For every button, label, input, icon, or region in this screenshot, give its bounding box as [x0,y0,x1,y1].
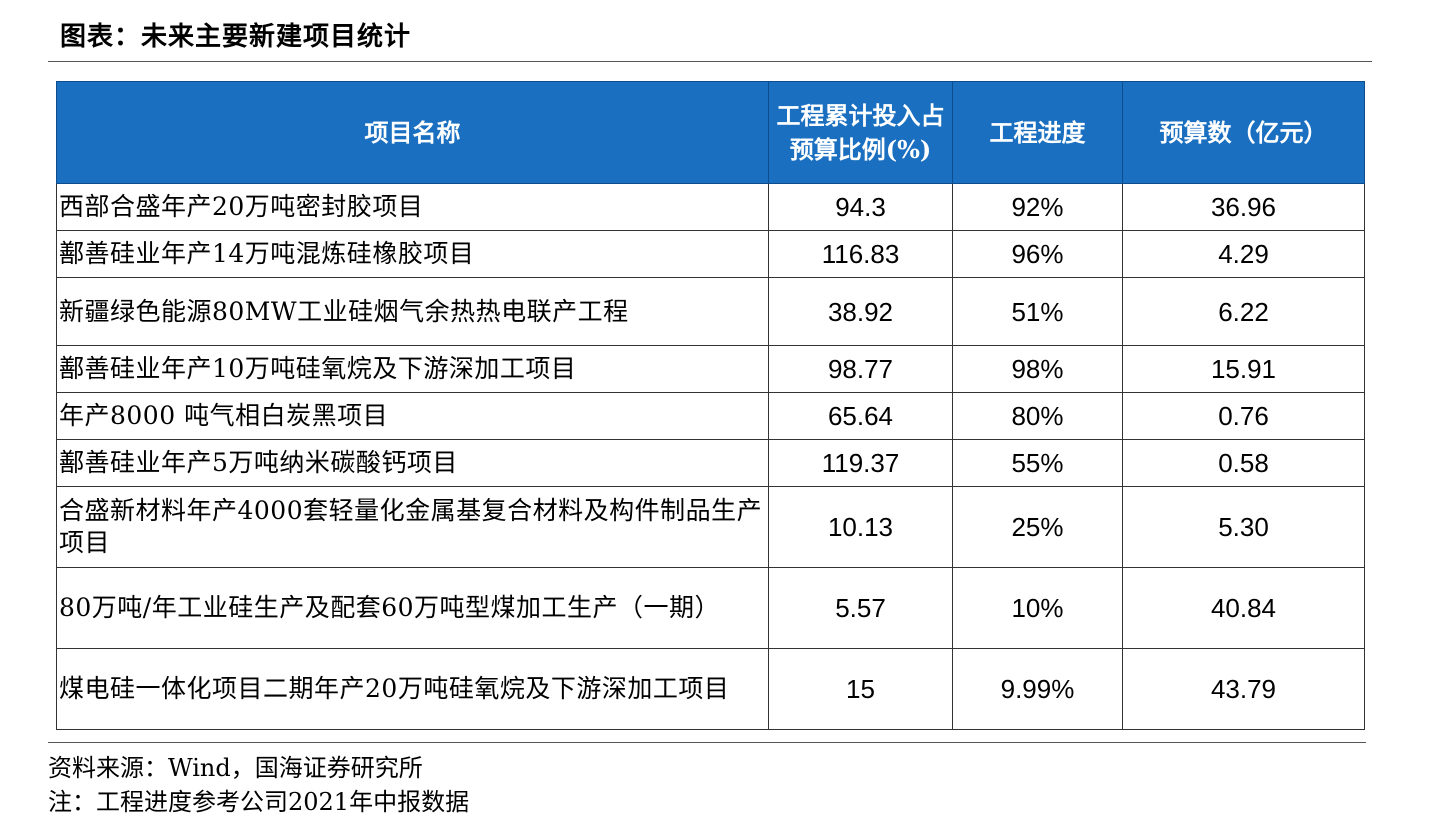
project-name-cell: 鄯善硅业年产10万吨硅氧烷及下游深加工项目 [56,345,769,393]
project-name-cell: 鄯善硅业年产5万吨纳米碳酸钙项目 [56,439,769,487]
title-divider [48,61,1372,62]
ratio-cell: 98.77 [768,345,953,393]
budget-cell: 0.58 [1122,439,1365,487]
header-progress: 工程进度 [952,81,1123,184]
table-row: 鄯善硅业年产14万吨混炼硅橡胶项目 116.83 96% 4.29 [56,230,1365,278]
source-note: 资料来源：Wind，国海证券研究所 [48,754,423,782]
ratio-cell: 15 [768,648,953,730]
project-name-cell: 新疆绿色能源80MW工业硅烟气余热热电联产工程 [56,277,769,346]
ratio-cell: 94.3 [768,183,953,231]
budget-cell: 36.96 [1122,183,1365,231]
project-name-cell: 合盛新材料年产4000套轻量化金属基复合材料及构件制品生产项目 [56,486,769,568]
project-name-cell: 80万吨/年工业硅生产及配套60万吨型煤加工生产（一期） [56,567,769,649]
ratio-cell: 10.13 [768,486,953,568]
budget-cell: 40.84 [1122,567,1365,649]
header-investment-ratio: 工程累计投入占预算比例(%) [768,81,953,184]
table-row: 鄯善硅业年产5万吨纳米碳酸钙项目 119.37 55% 0.58 [56,439,1365,487]
ratio-cell: 119.37 [768,439,953,487]
ratio-cell: 38.92 [768,277,953,346]
project-name-cell: 鄯善硅业年产14万吨混炼硅橡胶项目 [56,230,769,278]
footnote: 注：工程进度参考公司2021年中报数据 [48,788,470,816]
table-row: 西部合盛年产20万吨密封胶项目 94.3 92% 36.96 [56,183,1365,231]
progress-cell: 80% [952,392,1123,440]
table-header-row: 项目名称 工程累计投入占预算比例(%) 工程进度 预算数（亿元） [56,81,1365,184]
projects-table: 项目名称 工程累计投入占预算比例(%) 工程进度 预算数（亿元） 西部合盛年产2… [56,81,1365,730]
project-name-cell: 煤电硅一体化项目二期年产20万吨硅氧烷及下游深加工项目 [56,648,769,730]
progress-cell: 96% [952,230,1123,278]
budget-cell: 15.91 [1122,345,1365,393]
progress-cell: 25% [952,486,1123,568]
budget-cell: 0.76 [1122,392,1365,440]
progress-cell: 55% [952,439,1123,487]
footer-divider [48,742,1366,743]
budget-cell: 43.79 [1122,648,1365,730]
page-title: 图表：未来主要新建项目统计 [60,22,412,52]
progress-cell: 92% [952,183,1123,231]
table-row: 鄯善硅业年产10万吨硅氧烷及下游深加工项目 98.77 98% 15.91 [56,345,1365,393]
table-row: 合盛新材料年产4000套轻量化金属基复合材料及构件制品生产项目 10.13 25… [56,486,1365,568]
budget-cell: 6.22 [1122,277,1365,346]
ratio-cell: 65.64 [768,392,953,440]
project-name-cell: 年产8000 吨气相白炭黑项目 [56,392,769,440]
table-row: 新疆绿色能源80MW工业硅烟气余热热电联产工程 38.92 51% 6.22 [56,277,1365,346]
progress-cell: 98% [952,345,1123,393]
table-row: 80万吨/年工业硅生产及配套60万吨型煤加工生产（一期） 5.57 10% 40… [56,567,1365,649]
progress-cell: 9.99% [952,648,1123,730]
budget-cell: 5.30 [1122,486,1365,568]
project-name-cell: 西部合盛年产20万吨密封胶项目 [56,183,769,231]
progress-cell: 10% [952,567,1123,649]
header-budget: 预算数（亿元） [1122,81,1365,184]
header-project-name: 项目名称 [56,81,769,184]
ratio-cell: 116.83 [768,230,953,278]
progress-cell: 51% [952,277,1123,346]
table-row: 煤电硅一体化项目二期年产20万吨硅氧烷及下游深加工项目 15 9.99% 43.… [56,648,1365,730]
budget-cell: 4.29 [1122,230,1365,278]
ratio-cell: 5.57 [768,567,953,649]
table-row: 年产8000 吨气相白炭黑项目 65.64 80% 0.76 [56,392,1365,440]
